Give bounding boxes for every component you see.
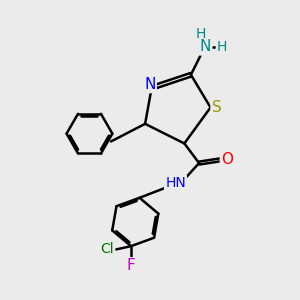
Text: O: O	[221, 152, 233, 167]
Text: HN: HN	[165, 176, 186, 190]
Text: N: N	[144, 77, 156, 92]
Text: S: S	[212, 100, 221, 115]
Text: F: F	[127, 258, 135, 273]
Text: H: H	[217, 40, 227, 54]
Text: N: N	[200, 39, 211, 54]
Text: Cl: Cl	[100, 242, 114, 256]
Text: H: H	[196, 27, 206, 41]
